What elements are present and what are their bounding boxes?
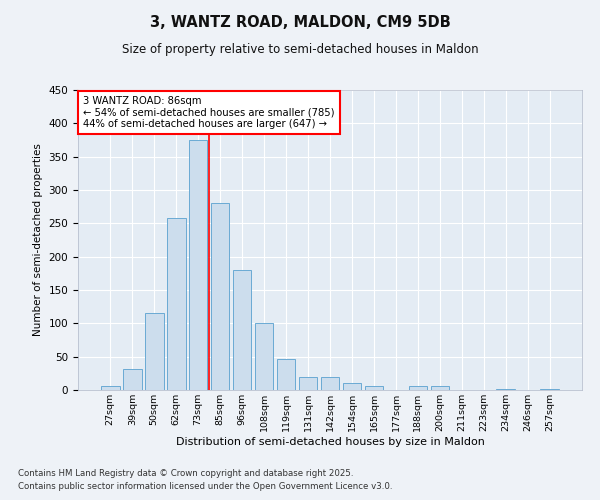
Bar bbox=[277, 358, 295, 390]
Bar bbox=[189, 140, 208, 390]
Text: Contains public sector information licensed under the Open Government Licence v3: Contains public sector information licen… bbox=[18, 482, 392, 491]
Text: 3, WANTZ ROAD, MALDON, CM9 5DB: 3, WANTZ ROAD, MALDON, CM9 5DB bbox=[149, 15, 451, 30]
Bar bbox=[255, 324, 274, 390]
Bar bbox=[145, 314, 164, 390]
Bar bbox=[320, 376, 340, 390]
Bar bbox=[233, 270, 251, 390]
Bar bbox=[299, 376, 317, 390]
X-axis label: Distribution of semi-detached houses by size in Maldon: Distribution of semi-detached houses by … bbox=[176, 436, 484, 446]
Bar bbox=[496, 388, 515, 390]
Bar bbox=[365, 386, 383, 390]
Bar bbox=[541, 388, 559, 390]
Bar bbox=[123, 368, 142, 390]
Text: 3 WANTZ ROAD: 86sqm
← 54% of semi-detached houses are smaller (785)
44% of semi-: 3 WANTZ ROAD: 86sqm ← 54% of semi-detach… bbox=[83, 96, 335, 129]
Bar bbox=[101, 386, 119, 390]
Y-axis label: Number of semi-detached properties: Number of semi-detached properties bbox=[33, 144, 43, 336]
Bar bbox=[167, 218, 185, 390]
Text: Contains HM Land Registry data © Crown copyright and database right 2025.: Contains HM Land Registry data © Crown c… bbox=[18, 468, 353, 477]
Bar bbox=[431, 386, 449, 390]
Bar bbox=[343, 384, 361, 390]
Text: Size of property relative to semi-detached houses in Maldon: Size of property relative to semi-detach… bbox=[122, 42, 478, 56]
Bar bbox=[211, 202, 229, 390]
Bar bbox=[409, 386, 427, 390]
